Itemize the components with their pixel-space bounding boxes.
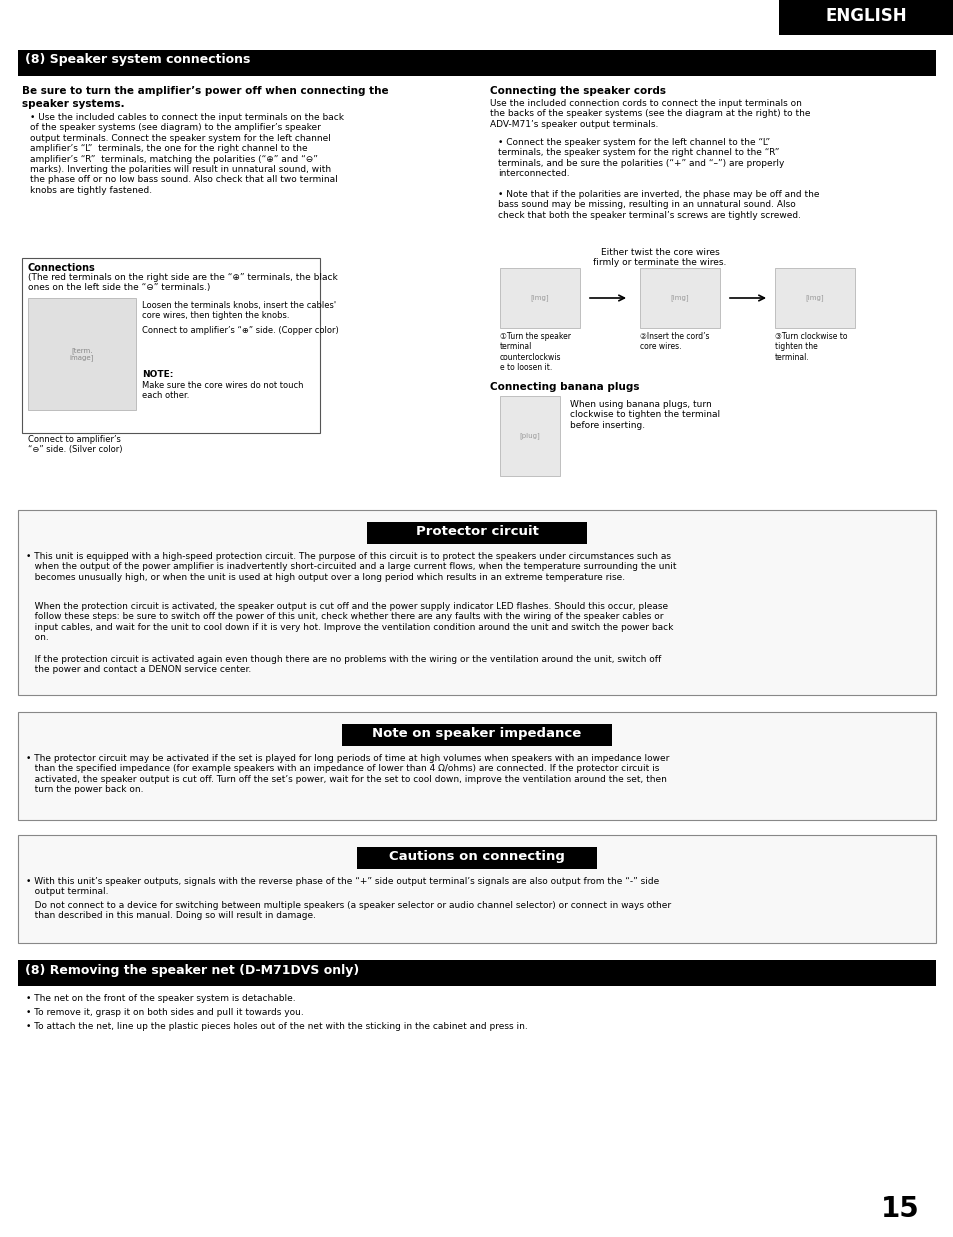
Text: ②Insert the cord’s
core wires.: ②Insert the cord’s core wires. — [639, 332, 709, 351]
Bar — [18, 713, 935, 820]
Text: (The red terminals on the right side are the “⊕” terminals, the black
ones on th: (The red terminals on the right side are… — [28, 273, 337, 292]
Text: Note on speaker impedance: Note on speaker impedance — [372, 727, 581, 740]
Text: • Note that if the polarities are inverted, the phase may be off and the
bass so: • Note that if the polarities are invert… — [497, 190, 819, 220]
Text: NOTE:: NOTE: — [142, 370, 173, 379]
Text: • Use the included cables to connect the input terminals on the back
of the spea: • Use the included cables to connect the… — [30, 113, 344, 194]
Text: [plug]: [plug] — [519, 433, 539, 439]
Text: Connections: Connections — [28, 263, 95, 273]
Text: Connect to amplifier’s
“⊖” side. (Silver color): Connect to amplifier’s “⊖” side. (Silver… — [28, 435, 122, 454]
Bar — [779, 0, 953, 35]
Text: Be sure to turn the amplifier’s power off when connecting the: Be sure to turn the amplifier’s power of… — [22, 87, 388, 96]
Text: Loosen the terminals knobs, insert the cables'
core wires, then tighten the knob: Loosen the terminals knobs, insert the c… — [142, 301, 335, 320]
Bar — [22, 259, 319, 433]
Text: [img]: [img] — [805, 294, 823, 302]
Bar — [18, 960, 935, 986]
Bar — [341, 724, 612, 746]
Bar — [18, 49, 935, 75]
Bar — [356, 847, 597, 870]
Text: • The net on the front of the speaker system is detachable.: • The net on the front of the speaker sy… — [26, 995, 295, 1003]
Text: Connecting the speaker cords: Connecting the speaker cords — [490, 87, 665, 96]
Text: Connect to amplifier’s “⊕” side. (Copper color): Connect to amplifier’s “⊕” side. (Copper… — [142, 327, 338, 335]
Bar — [499, 396, 559, 476]
Text: • With this unit’s speaker outputs, signals with the reverse phase of the “+” si: • With this unit’s speaker outputs, sign… — [26, 877, 659, 897]
Text: ENGLISH: ENGLISH — [824, 7, 906, 25]
Bar — [367, 522, 586, 544]
Bar — [18, 510, 935, 695]
Text: Make sure the core wires do not touch
each other.: Make sure the core wires do not touch ea… — [142, 381, 303, 401]
Text: speaker systems.: speaker systems. — [22, 99, 125, 109]
Text: Either twist the core wires
firmly or terminate the wires.: Either twist the core wires firmly or te… — [593, 247, 726, 267]
Text: ③Turn clockwise to
tighten the
terminal.: ③Turn clockwise to tighten the terminal. — [774, 332, 846, 361]
Text: ①Turn the speaker
terminal
counterclockwis
e to loosen it.: ①Turn the speaker terminal counterclockw… — [499, 332, 571, 372]
Bar — [18, 835, 935, 943]
Bar — [499, 268, 579, 328]
Text: • This unit is equipped with a high-speed protection circuit. The purpose of thi: • This unit is equipped with a high-spee… — [26, 552, 676, 581]
Text: [img]: [img] — [670, 294, 689, 302]
Bar — [639, 268, 720, 328]
Text: 15: 15 — [881, 1195, 919, 1223]
Text: • To remove it, grasp it on both sides and pull it towards you.: • To remove it, grasp it on both sides a… — [26, 1008, 303, 1017]
Text: Connecting banana plugs: Connecting banana plugs — [490, 382, 639, 392]
Text: (8) Speaker system connections: (8) Speaker system connections — [25, 53, 250, 66]
Text: If the protection circuit is activated again even though there are no problems w: If the protection circuit is activated a… — [26, 656, 660, 674]
Text: [img]: [img] — [530, 294, 549, 302]
Bar — [774, 268, 854, 328]
Bar — [28, 298, 136, 409]
Text: When using banana plugs, turn
clockwise to tighten the terminal
before inserting: When using banana plugs, turn clockwise … — [569, 400, 720, 429]
Text: [term.
image]: [term. image] — [70, 346, 94, 361]
Text: • The protector circuit may be activated if the set is played for long periods o: • The protector circuit may be activated… — [26, 755, 669, 794]
Text: Do not connect to a device for switching between multiple speakers (a speaker se: Do not connect to a device for switching… — [26, 901, 670, 920]
Text: Protector circuit: Protector circuit — [416, 524, 537, 538]
Text: Cautions on connecting: Cautions on connecting — [389, 850, 564, 863]
Text: • Connect the speaker system for the left channel to the “L”
terminals, the spea: • Connect the speaker system for the lef… — [497, 139, 783, 178]
Text: When the protection circuit is activated, the speaker output is cut off and the : When the protection circuit is activated… — [26, 602, 673, 642]
Text: • To attach the net, line up the plastic pieces holes out of the net with the st: • To attach the net, line up the plastic… — [26, 1022, 527, 1030]
Text: Use the included connection cords to connect the input terminals on
the backs of: Use the included connection cords to con… — [490, 99, 810, 129]
Text: (8) Removing the speaker net (D-M71DVS only): (8) Removing the speaker net (D-M71DVS o… — [25, 964, 359, 977]
